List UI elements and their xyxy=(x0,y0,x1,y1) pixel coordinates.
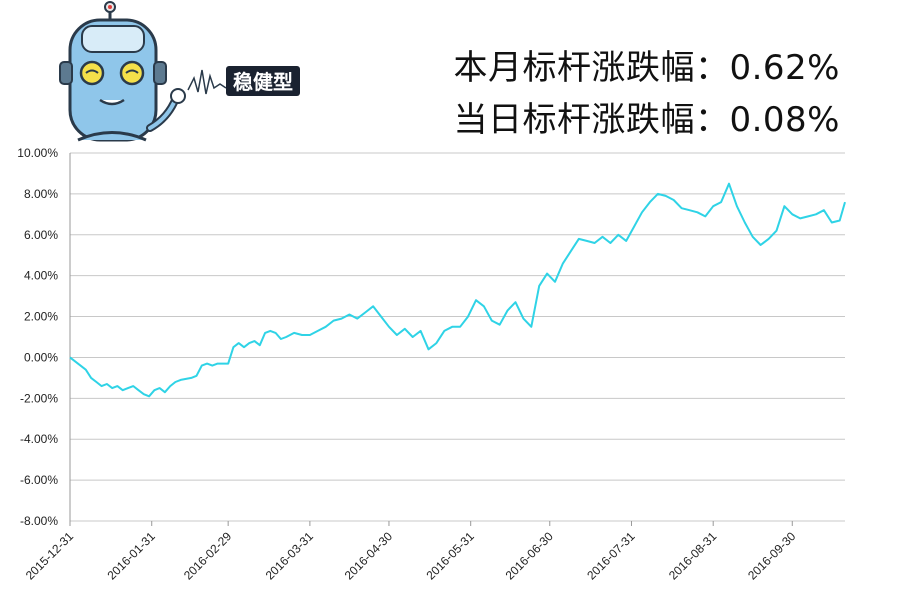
x-tick-label: 2016-08-31 xyxy=(666,529,720,583)
y-tick-label: -4.00% xyxy=(20,432,58,446)
y-tick-label: -8.00% xyxy=(20,514,58,528)
y-tick-label: -6.00% xyxy=(20,473,58,487)
y-tick-label: 6.00% xyxy=(24,228,58,242)
badge-label: 稳健型 xyxy=(233,70,293,94)
y-tick-label: 10.00% xyxy=(17,146,58,160)
x-tick-label: 2015-12-31 xyxy=(23,529,77,583)
pulse-icon xyxy=(187,69,227,95)
x-tick-label: 2016-02-29 xyxy=(181,529,235,583)
y-axis: 10.00% 8.00% 6.00% 4.00% 2.00% 0.00% -2.00% -4.… xyxy=(17,146,71,528)
day-change-headline: 当日标杆涨跌幅：0.08% xyxy=(453,100,840,140)
x-tick-label: 2016-06-30 xyxy=(503,529,557,583)
month-change-headline: 本月标杆涨跌幅：0.62% xyxy=(453,48,840,88)
left-eye-icon xyxy=(79,60,105,86)
y-tick-label: 2.00% xyxy=(24,310,58,324)
x-tick-label: 2016-03-31 xyxy=(263,529,317,583)
right-eye-icon xyxy=(119,60,145,86)
x-tick-label: 2016-09-30 xyxy=(745,529,799,583)
y-tick-label: 4.00% xyxy=(24,269,58,283)
robot-mascot-icon: 稳健型 xyxy=(59,1,300,142)
x-tick-label: 2016-04-30 xyxy=(342,529,396,583)
x-tick-label: 2016-01-31 xyxy=(105,529,159,583)
x-tick-label: 2016-05-31 xyxy=(423,529,477,583)
x-axis: 2015-12-31 2016-01-31 2016-02-29 2016-03-31… xyxy=(23,521,799,583)
y-tick-label: 0.00% xyxy=(24,350,58,364)
series-line xyxy=(69,182,846,398)
y-tick-label: 8.00% xyxy=(24,187,58,201)
x-tick-label: 2016-07-31 xyxy=(584,529,638,583)
badge-background xyxy=(226,66,300,96)
grid-lines xyxy=(70,152,845,522)
y-tick-label: -2.00% xyxy=(20,391,58,405)
